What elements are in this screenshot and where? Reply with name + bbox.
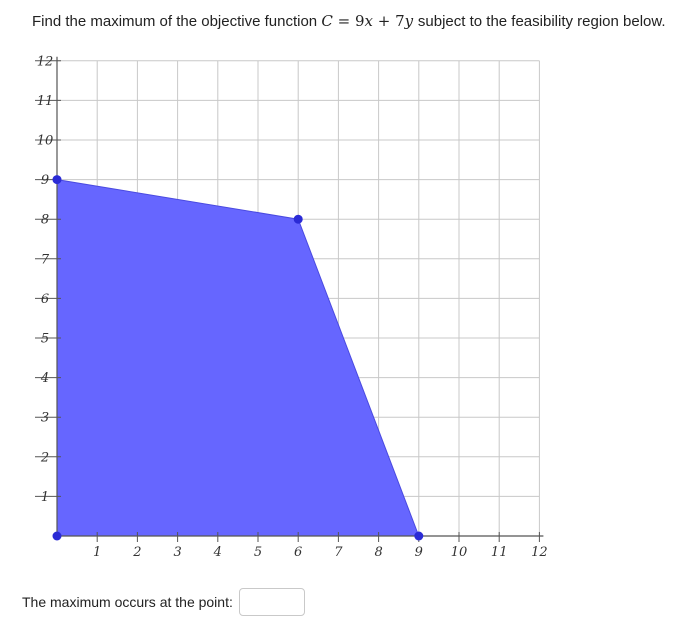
- objective-plus: +: [377, 12, 391, 30]
- y-tick-label: 5: [41, 332, 49, 347]
- x-tick-label: 7: [334, 545, 343, 560]
- x-tick-label: 10: [451, 545, 468, 560]
- y-tick-label: 9: [41, 173, 49, 188]
- region-vertex-point: [293, 214, 303, 224]
- objective-variable-x: x: [364, 12, 373, 30]
- y-tick-label: 3: [41, 411, 49, 426]
- objective-function: C = 9x + 7y: [321, 12, 418, 30]
- objective-coef-y: 7: [395, 12, 405, 30]
- x-tick-label: 8: [374, 545, 382, 560]
- feasibility-graph: 1 2 3 4 5 6 7 8 9 10 11 12 1 2 3 4 5 6 7 8 9 10 11 12: [0, 40, 700, 580]
- region-vertex-point: [414, 531, 424, 541]
- objective-equals: =: [337, 12, 351, 30]
- objective-coef-x: 9: [354, 12, 365, 30]
- question-text: Find the maximum of the objective functi…: [32, 10, 692, 33]
- y-tick-label: 8: [41, 213, 49, 228]
- region-vertex-point: [52, 175, 62, 185]
- answer-input[interactable]: [238, 588, 305, 616]
- answer-row: The maximum occurs at the point:: [22, 586, 305, 618]
- x-tick-label: 1: [93, 545, 101, 560]
- objective-variable-y: y: [404, 12, 414, 30]
- y-tick-label: 10: [37, 134, 54, 149]
- region-vertex-point: [52, 531, 62, 541]
- x-tick-label: 12: [531, 545, 548, 560]
- y-tick-label: 11: [37, 94, 54, 109]
- feasibility-region: [56, 179, 420, 537]
- y-tick-label: 4: [40, 371, 49, 386]
- x-tick-label: 4: [213, 545, 222, 560]
- y-tick-label: 12: [37, 54, 54, 69]
- x-tick-label: 9: [415, 545, 423, 560]
- y-tick-label: 7: [41, 252, 50, 267]
- x-tick-label: 5: [254, 545, 262, 560]
- question-prefix: Find the maximum of the objective functi…: [32, 13, 318, 30]
- y-tick-label: 6: [41, 292, 49, 307]
- x-tick-label: 6: [294, 545, 302, 560]
- question-suffix: subject to the feasibility region below.: [417, 13, 666, 30]
- x-tick-label: 3: [173, 545, 181, 560]
- y-tick-label: 1: [41, 490, 49, 505]
- y-tick-label: 2: [40, 450, 49, 465]
- x-tick-label: 2: [132, 545, 141, 560]
- answer-label: The maximum occurs at the point:: [22, 594, 233, 610]
- x-tick-label: 11: [491, 545, 508, 560]
- objective-variable-c: C: [321, 12, 333, 30]
